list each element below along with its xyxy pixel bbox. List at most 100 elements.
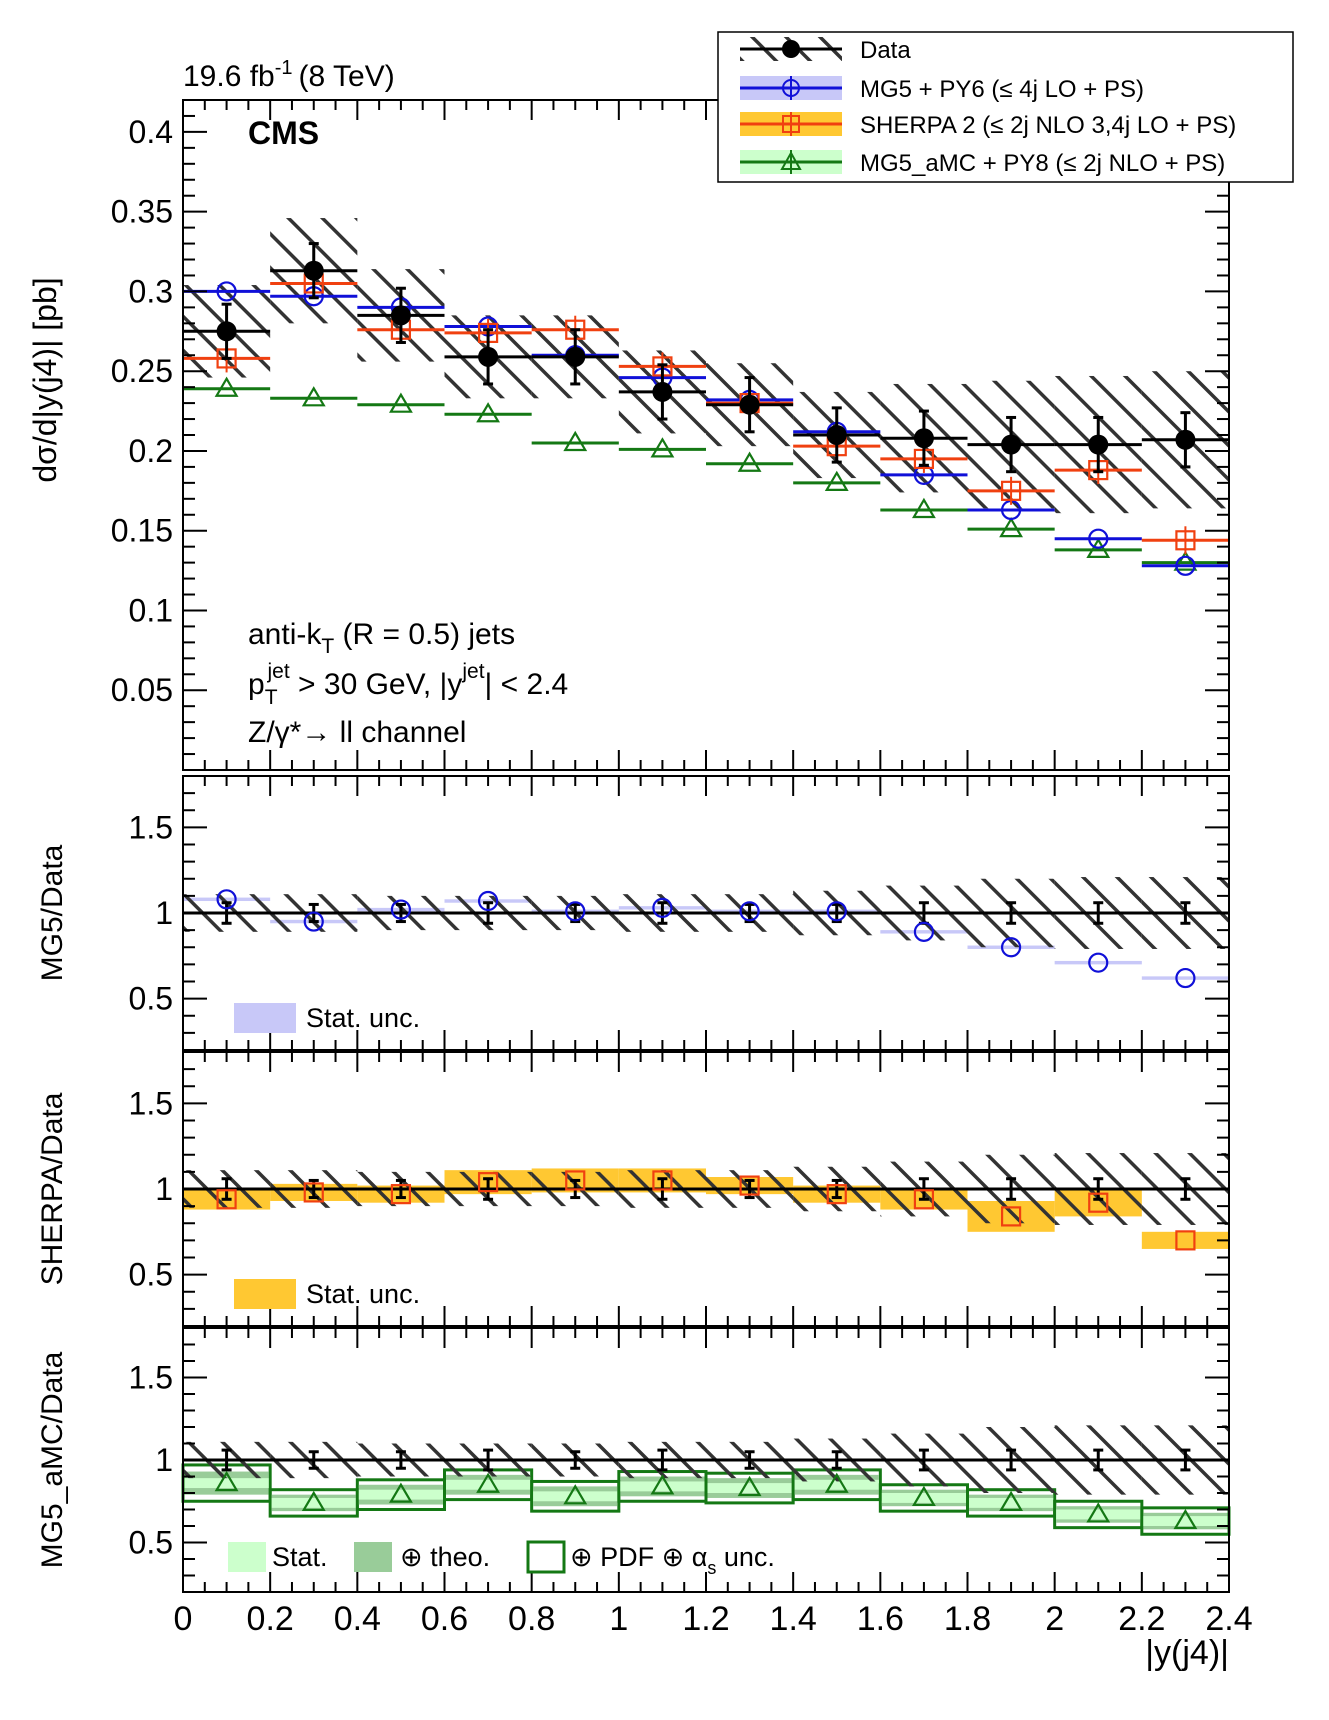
mg5-ratio-point: [565, 901, 586, 922]
amc-stat-band: [446, 1479, 531, 1490]
sherpa-ratio-point: [477, 1172, 499, 1193]
data-point: [652, 381, 673, 402]
lumi-label: 19.6 fb-1 (8 TeV): [183, 57, 395, 93]
amc-ratio-point: [563, 1484, 588, 1505]
amc-ratio-point: [650, 1474, 675, 1495]
sherpa-ratio-point: [826, 1184, 847, 1205]
y-tick-label: 0.1: [129, 592, 173, 628]
mg5-ratio-point: [1000, 937, 1022, 958]
ratio2-y-axis-title: SHERPA/Data: [36, 1092, 69, 1285]
sherpa-point: [1000, 480, 1022, 501]
x-tick-label: 1.8: [944, 1600, 991, 1638]
amc-ratio-point: [737, 1475, 762, 1497]
jet-cuts-label: pTjet > 30 GeV, |yjet| < 2.4: [248, 660, 568, 709]
amc-ratio-point: [214, 1470, 239, 1492]
x-tick-label: 0.4: [334, 1600, 381, 1638]
ratio3-legend: Stat. ⊕ theo. ⊕ PDF ⊕ αs unc.: [228, 1540, 775, 1578]
sherpa-ratio-point: [216, 1189, 237, 1210]
legend-entry-amc: MG5_aMC + PY8 (≤ 2j NLO + PS): [740, 150, 1225, 177]
mg5-point: [1175, 555, 1196, 576]
ratio-y-tick-label: 1.5: [129, 1085, 173, 1121]
mg5-ratio-point: [739, 901, 760, 922]
channel-label: Z/γ*→ ll channel: [248, 716, 466, 749]
ratio-y-tick-label: 1: [155, 895, 173, 931]
x-tick-label: 1.6: [857, 1600, 904, 1638]
amc-point: [563, 430, 588, 452]
ratio-y-tick-label: 1.5: [129, 1360, 173, 1396]
ratio1-legend: Stat. unc.: [234, 1003, 420, 1033]
data-point: [1175, 429, 1196, 450]
data-point: [1001, 434, 1022, 455]
mg5-point: [216, 281, 237, 302]
sherpa-ratio-point: [913, 1189, 935, 1210]
sherpa-ratio-series: [216, 1170, 1196, 1251]
amc-point: [650, 437, 675, 458]
mg5-ratio-series: [216, 889, 1196, 989]
data-point: [826, 425, 847, 445]
data-point: [390, 305, 411, 326]
y-tick-label: 0.35: [111, 194, 173, 230]
amc-point: [301, 386, 326, 407]
svg-text:MG5_aMC + PY8 (≤ 2j NLO + PS): MG5_aMC + PY8 (≤ 2j NLO + PS): [860, 150, 1225, 177]
x-tick-label: 0: [174, 1600, 193, 1638]
mg5-ratio-point: [390, 899, 412, 920]
mg5-ratio-point: [1175, 967, 1196, 989]
mg5-ratio-point: [913, 921, 935, 942]
ratio-y-tick-label: 0.5: [129, 981, 173, 1017]
amc-stat-band: [881, 1493, 966, 1503]
svg-text:⊕ theo.: ⊕ theo.: [400, 1542, 490, 1572]
amc-point: [737, 451, 762, 472]
x-tick-label: 1.4: [770, 1600, 817, 1638]
svg-text:SHERPA 2 (≤ 2j NLO 3,4j LO + P: SHERPA 2 (≤ 2j NLO 3,4j LO + PS): [860, 112, 1236, 139]
ratio2-legend: Stat. unc.: [234, 1279, 420, 1309]
svg-text:Stat. unc.: Stat. unc.: [306, 1279, 420, 1309]
x-tick-label: 0.6: [421, 1600, 468, 1638]
mg5-ratio-point: [1088, 952, 1109, 973]
svg-text:Stat. unc.: Stat. unc.: [306, 1003, 420, 1033]
data-point: [739, 394, 760, 415]
svg-text:MG5 + PY6 (≤ 4j LO + PS): MG5 + PY6 (≤ 4j LO + PS): [860, 76, 1144, 103]
sherpa-ratio-point: [652, 1170, 673, 1191]
ratio3-y-axis-title: MG5_aMC/Data: [36, 1351, 69, 1568]
data-point: [565, 346, 586, 367]
sherpa-ratio-point: [739, 1175, 760, 1196]
r1-syst-band: [183, 877, 1229, 949]
sherpa-ratio-point: [1088, 1192, 1109, 1213]
legend-entry-mg5: MG5 + PY6 (≤ 4j LO + PS): [740, 76, 1144, 103]
mg5-ratio-point: [303, 911, 324, 932]
amc-ratio-point: [388, 1482, 413, 1503]
legend-entry-sherpa: SHERPA 2 (≤ 2j NLO 3,4j LO + PS): [740, 112, 1236, 139]
ratio-y-tick-label: 0.5: [129, 1257, 173, 1293]
y-tick-label: 0.2: [129, 433, 173, 469]
x-tick-label: 1: [609, 1600, 628, 1638]
amc-stat-band: [358, 1489, 443, 1500]
amc-ratio-point: [1086, 1502, 1111, 1523]
mg5-ratio-point: [477, 890, 499, 912]
y-tick-label: 0.05: [111, 672, 173, 708]
amc-stat-band: [794, 1479, 879, 1490]
amc-point: [911, 497, 936, 519]
x-tick-label: 2.4: [1205, 1600, 1252, 1638]
ratio-y-tick-label: 1: [155, 1442, 173, 1478]
amc-stat-band: [707, 1483, 792, 1493]
x-tick-label: 1.2: [682, 1600, 729, 1638]
experiment-label: CMS: [248, 115, 319, 151]
amc-point: [999, 516, 1024, 538]
amc-stat-band: [1143, 1516, 1228, 1526]
amc-ratio-point: [1173, 1508, 1198, 1530]
data-series: [183, 242, 1229, 474]
svg-text:Data: Data: [860, 37, 911, 64]
amc-stat-band: [1056, 1509, 1141, 1520]
amc-stat-band: [969, 1497, 1054, 1508]
y-tick-label: 0.15: [111, 513, 173, 549]
x-tick-label: 2: [1045, 1600, 1064, 1638]
y-tick-label: 0.25: [111, 353, 173, 389]
amc-series: [183, 376, 1229, 571]
mg5-stat-band: [1141, 976, 1229, 980]
amc-stat-band: [184, 1478, 269, 1489]
sherpa-point: [1175, 530, 1196, 551]
amc-point: [1086, 537, 1111, 558]
sherpa-ratio-point: [565, 1170, 586, 1191]
legend-entry-data: Data: [740, 37, 911, 64]
